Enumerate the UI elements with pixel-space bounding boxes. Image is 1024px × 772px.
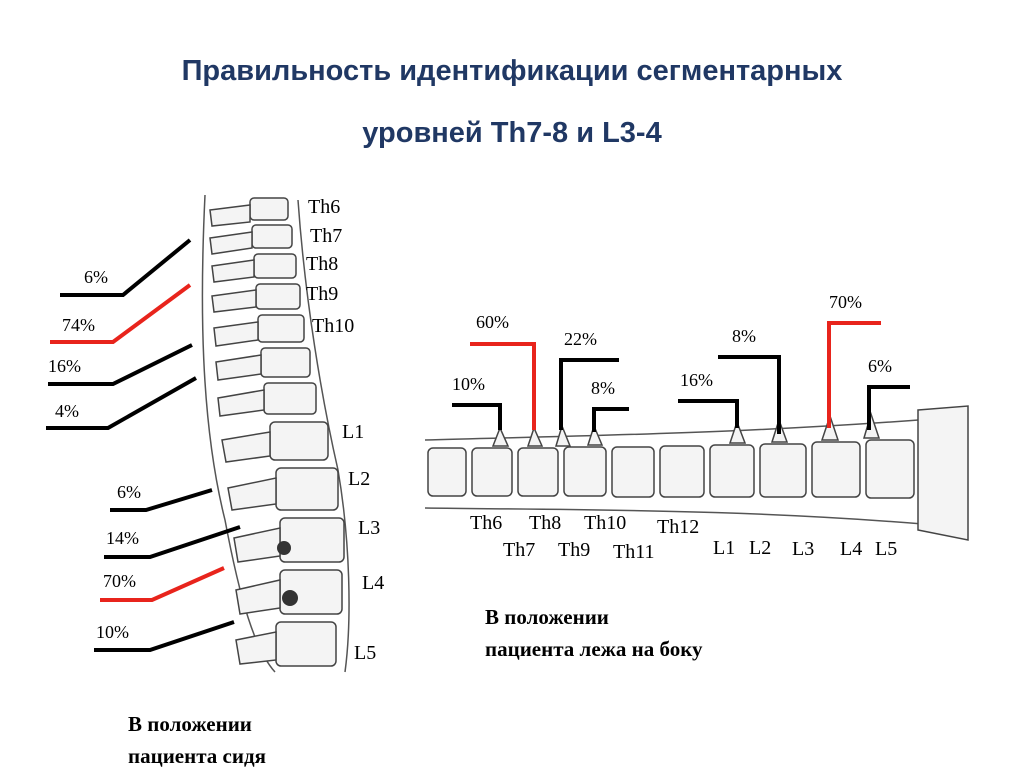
pointer-sit-th-3-line: [48, 343, 193, 386]
title-line-1: Правильность идентификации сегментарных: [181, 55, 843, 87]
label-lying-th7: Th7: [503, 539, 535, 561]
pointer-lie-7: 70%: [827, 292, 881, 428]
lying-caption-line-2: пациента лежа на боку: [485, 637, 703, 661]
pointer-lie-8: 6%: [867, 356, 910, 430]
pointer-sit-l-3: 70%: [100, 566, 225, 602]
lying-caption-line-1: В положении: [485, 605, 609, 629]
pointer-sit-l-3-line: [100, 566, 225, 602]
label-lying-th9: Th9: [558, 539, 590, 561]
label-lying-th8: Th8: [529, 512, 561, 534]
lying-spine-drawing: [424, 405, 969, 541]
pointer-sit-l-3-label: 70%: [103, 571, 136, 591]
pointer-lie-2-label: 60%: [476, 312, 509, 332]
pointer-lie-6-line: [718, 355, 781, 434]
pointer-sit-th-4: 4%: [46, 376, 197, 430]
title-line-2: уровней Th7-8 и L3-4: [362, 117, 662, 149]
pointer-lie-6-label: 8%: [732, 326, 756, 346]
label-lying-th12: Th12: [657, 516, 699, 538]
pointer-lie-7-label: 70%: [829, 292, 862, 312]
sitting-spine-drawing: [201, 194, 350, 673]
pointer-lie-3-label: 22%: [564, 329, 597, 349]
label-l5: L5: [354, 642, 376, 664]
sitting-caption-line-1: В положении: [128, 712, 252, 736]
label-lying-th11: Th11: [613, 541, 654, 563]
pointer-lie-1-label: 10%: [452, 374, 485, 394]
pointer-sit-th-3: 16%: [48, 343, 193, 386]
pointer-sit-th-2-line: [50, 283, 192, 344]
lying-caption: В положении пациента лежа на боку: [485, 601, 703, 665]
label-l2: L2: [348, 468, 370, 490]
pointer-lie-4-label: 8%: [591, 378, 615, 398]
label-l1: L1: [342, 421, 364, 443]
pointer-lie-6: 8%: [718, 326, 781, 434]
pointer-sit-th-2: 74%: [50, 283, 192, 344]
lying-pointers: 10% 60% 22% 8% 16% 8% 70% 6%: [452, 292, 910, 434]
label-th10: Th10: [312, 315, 354, 337]
pointer-lie-3-line: [559, 358, 619, 430]
label-lying-l2: L2: [749, 537, 771, 559]
pointer-lie-4-line: [592, 407, 629, 432]
pointer-sit-l-1-label: 6%: [117, 482, 141, 502]
pointer-sit-th-2-label: 74%: [62, 315, 95, 335]
label-lying-l5: L5: [875, 538, 897, 560]
label-th8: Th8: [306, 253, 338, 275]
pointer-lie-4: 8%: [591, 378, 629, 432]
pointer-sit-l-4-line: [94, 620, 235, 652]
sitting-caption-line-2: пациента сидя: [128, 744, 266, 768]
label-lying-th6: Th6: [470, 512, 502, 534]
pointer-sit-l-1-line: [110, 488, 213, 512]
label-l4: L4: [362, 572, 384, 594]
pointer-sit-th-1-label: 6%: [84, 267, 108, 287]
lying-vertebra-labels: Th6 Th7 Th8 Th9 Th10 Th11 Th12 L1 L2 L3 …: [470, 512, 897, 563]
label-th9: Th9: [306, 283, 338, 305]
pointer-sit-th-3-label: 16%: [48, 356, 81, 376]
pointer-lie-5-line: [678, 399, 739, 428]
pointer-lie-2: 60%: [470, 312, 536, 430]
sitting-vertebra-labels: Th6 Th7 Th8 Th9 Th10 L1 L2 L3 L4 L5: [306, 196, 384, 664]
pointer-lie-5: 16%: [678, 370, 739, 428]
pointer-sit-th-1-line: [60, 238, 192, 297]
pointer-lie-1: 10%: [452, 374, 502, 430]
label-lying-l3: L3: [792, 538, 814, 560]
label-lying-l4: L4: [840, 538, 862, 560]
pointer-lie-7-line: [827, 321, 881, 428]
pointer-sit-l-2-label: 14%: [106, 528, 139, 548]
sitting-caption: В положении пациента сидя: [128, 708, 266, 772]
label-lying-th10: Th10: [584, 512, 626, 534]
label-th6: Th6: [308, 196, 340, 218]
pointer-sit-th-4-label: 4%: [55, 401, 79, 421]
pointer-sit-l-2: 14%: [104, 525, 241, 559]
pointer-lie-2-line: [470, 342, 536, 430]
label-lying-l1: L1: [713, 537, 735, 559]
pointer-sit-l-4-label: 10%: [96, 622, 129, 642]
pointer-lie-8-line: [867, 385, 910, 430]
sitting-thoracic-pointers: 6% 74% 16% 4%: [46, 238, 197, 430]
label-l3: L3: [358, 517, 380, 539]
sitting-lumbar-pointers: 6% 14% 70% 10%: [94, 482, 241, 652]
pointer-sit-l-1: 6%: [110, 482, 213, 512]
pointer-sit-l-4: 10%: [94, 620, 235, 652]
label-th7: Th7: [310, 225, 342, 247]
pointer-sit-l-2-line: [104, 525, 241, 559]
pointer-lie-5-label: 16%: [680, 370, 713, 390]
pointer-lie-8-label: 6%: [868, 356, 892, 376]
pointer-sit-th-1: 6%: [60, 238, 192, 297]
pointer-lie-3: 22%: [559, 329, 619, 430]
pointer-sit-th-4-line: [46, 376, 197, 430]
pointer-lie-1-line: [452, 403, 502, 430]
slide-title: Правильность идентификации сегментарных …: [0, 40, 1024, 164]
